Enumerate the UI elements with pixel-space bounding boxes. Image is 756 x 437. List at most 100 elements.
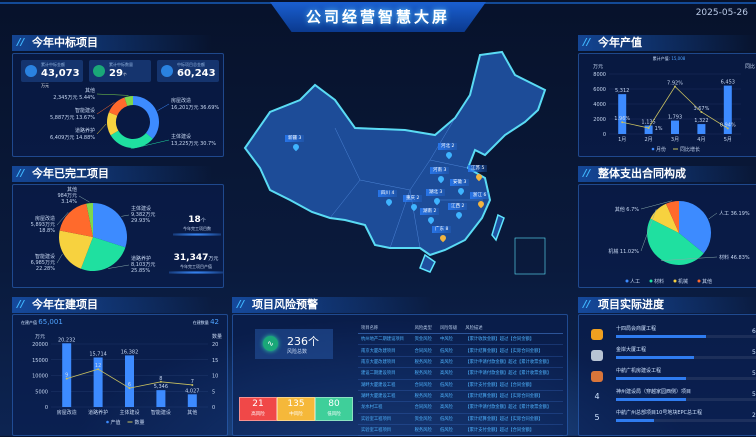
- output-total-label: 累计产值:: [652, 56, 671, 61]
- progress-item[interactable]: 中航广机房建设工程 50%: [589, 367, 756, 387]
- risk-table-header: 项目名称: [358, 323, 412, 334]
- china-map[interactable]: 新疆 3 河北 2 河南 3 江苏 5 安徽 3 四川 4 重庆 2 湖北 3 浙江 6 江西 2…: [240, 40, 560, 290]
- bid-slice[interactable]: [124, 96, 133, 106]
- done-slice[interactable]: [93, 203, 128, 248]
- bid-stat-label: 累计中标数量: [109, 62, 133, 67]
- risk-level-card[interactable]: 135 中风险: [277, 397, 315, 421]
- risk-table-row[interactable]: 杭州地产二期建设项目 资金风险 中风险 【累计收款金额】超过【合同金额】: [358, 333, 563, 346]
- progress-item[interactable]: 十四局会商厦工程 64%: [589, 325, 756, 345]
- marker-count: 3: [463, 180, 467, 185]
- line-point[interactable]: [97, 368, 100, 371]
- bar[interactable]: [697, 124, 706, 134]
- risk-table-cell: 湖畔大厦建设工程: [358, 390, 412, 403]
- south-sea-inset: [514, 237, 546, 275]
- risk-table-header: 风险类型: [411, 323, 437, 334]
- building-title: 今年在建项目: [12, 297, 212, 313]
- done-value: 31,347: [173, 253, 209, 263]
- bar[interactable]: [156, 390, 166, 407]
- bid-slice-value: 6,409万元 14.88%: [50, 135, 95, 141]
- risk-table-row[interactable]: 建设二期建设项目 税务风险 高风险 【累计申请付款金额】超过【累计收票金额】: [358, 367, 563, 380]
- progress-pct: 64%: [752, 328, 756, 335]
- bar-value-label: 15,714: [89, 352, 107, 358]
- risk-table-row[interactable]: 湖畔大厦建设工程 合同风险 低风险 【累计支付金额】超过【合同金额】: [358, 379, 563, 391]
- marker-region: 湖北: [429, 190, 438, 195]
- done-slice[interactable]: [59, 203, 93, 237]
- expense-slice[interactable]: [666, 201, 679, 233]
- done-slice[interactable]: [86, 203, 93, 237]
- x-tick-label: 3月: [671, 137, 679, 143]
- expense-label-line: [640, 209, 657, 252]
- bid-slice-name: 道路养护: [75, 127, 95, 134]
- y-tick-label: 10000: [32, 374, 48, 380]
- done-value-card: 31,347万元 今年完工项目产值: [169, 245, 223, 274]
- risk-table-row[interactable]: 湖畔大厦建设工程 税务风险 高风险 【累计结算金额】超过【实际合同金额】: [358, 390, 563, 403]
- expense-panel: 人工 36.19% 材料 46.83% 机械 11.02% 其他 6.7% 人工 材料 机械…: [578, 184, 756, 288]
- bid-slice[interactable]: [108, 97, 128, 116]
- done-slice-name: 智能建设: [35, 253, 55, 260]
- risk-table-cell: 合同风险: [411, 401, 437, 414]
- bronze-medal-icon: [591, 371, 603, 382]
- bar[interactable]: [187, 394, 197, 407]
- legend-marker: [697, 279, 701, 283]
- risk-table-row[interactable]: 龙水村工程 合同风险 高风险 【累计申请付款金额】超过【累计收票金额】: [358, 401, 563, 414]
- y2-tick-label: 20: [212, 342, 218, 348]
- bar[interactable]: [618, 94, 627, 134]
- risk-table-cell: 税务风险: [411, 367, 437, 380]
- y-tick-label: 4000: [593, 102, 606, 108]
- legend-marker: [625, 279, 629, 283]
- done-slice[interactable]: [59, 230, 93, 269]
- line-point[interactable]: [65, 377, 68, 380]
- line-point[interactable]: [191, 383, 194, 386]
- progress-item[interactable]: 4 神州建设局（穿越家园西侧）项目 50%: [589, 388, 756, 408]
- line-point[interactable]: [621, 121, 624, 124]
- progress-item[interactable]: 5 中航广州总部项目10号地块EPC总工程 27%: [589, 409, 756, 429]
- risk-level-card[interactable]: 21 高风险: [239, 397, 277, 421]
- risk-table-cell: 合同风险: [411, 379, 437, 391]
- done-value-label: 今年完工项目产值: [180, 264, 212, 269]
- line-point[interactable]: [128, 387, 131, 390]
- bid-label-line: [96, 102, 115, 115]
- expense-slice[interactable]: [647, 218, 704, 265]
- bar[interactable]: [62, 343, 72, 407]
- expense-slice[interactable]: [650, 203, 679, 233]
- x-tick-label: 1月: [618, 137, 626, 143]
- done-label-line: [56, 253, 63, 264]
- bid-label-line: [130, 139, 170, 150]
- risk-table-row[interactable]: 南京大厦改建项目 税务风险 高风险 【累计申请付款金额】超过【累计收票金额】: [358, 356, 563, 369]
- bar[interactable]: [644, 125, 653, 134]
- line-point[interactable]: [700, 110, 703, 113]
- marker-count: 2: [461, 204, 465, 209]
- risk-table-cell: 资金风险: [411, 413, 437, 426]
- bid-slice[interactable]: [107, 112, 119, 136]
- done-label-line: [78, 195, 90, 203]
- bid-slice[interactable]: [133, 96, 160, 139]
- progress-item-name: 金岸大厦工程: [616, 347, 647, 353]
- expense-slice[interactable]: [679, 201, 711, 254]
- risk-level-card[interactable]: 80 低风险: [315, 397, 353, 421]
- progress-item[interactable]: 金岸大厦工程 56%: [589, 346, 756, 366]
- line-point[interactable]: [647, 127, 650, 129]
- line-value-label: 6: [128, 382, 131, 388]
- bid-stat-label: 累计中标金额: [41, 62, 65, 67]
- bid-stat-value: 29个: [109, 68, 127, 79]
- legend-marker: [106, 420, 109, 424]
- line-point[interactable]: [726, 127, 729, 130]
- y-tick-label: 6000: [593, 87, 606, 93]
- done-slice[interactable]: [80, 237, 126, 271]
- building-total-value: 65,001: [38, 318, 63, 326]
- bar[interactable]: [93, 357, 103, 407]
- done-slice-pct: 3.14%: [61, 199, 77, 205]
- risk-table-row[interactable]: 实验室工程项目 税务风险 低风险 【累计支付金额】超过【合同金额】: [358, 424, 563, 437]
- marker-count: 3: [439, 190, 443, 195]
- bar[interactable]: [125, 355, 134, 407]
- line-point[interactable]: [674, 85, 676, 88]
- risk-table-row[interactable]: 南京大厦改建项目 合同风险 低风险 【累计结算金额】超过【实际合同金额】: [358, 344, 563, 357]
- bar[interactable]: [723, 85, 732, 134]
- bar[interactable]: [671, 120, 679, 134]
- expense-slice-label: 机械 11.02%: [608, 248, 639, 255]
- bid-slice[interactable]: [110, 130, 153, 148]
- output-panel: 累计产值: 15,008 0 2000 4000 6000 8000 万元 同比 5,312 1…: [578, 53, 756, 157]
- line-point[interactable]: [159, 380, 162, 383]
- risk-table-cell: 高风险: [436, 356, 463, 369]
- risk-table-row[interactable]: 实验室工程项目 资金风险 低风险 【累计结算金额】超过【实际合同金额】: [358, 413, 563, 426]
